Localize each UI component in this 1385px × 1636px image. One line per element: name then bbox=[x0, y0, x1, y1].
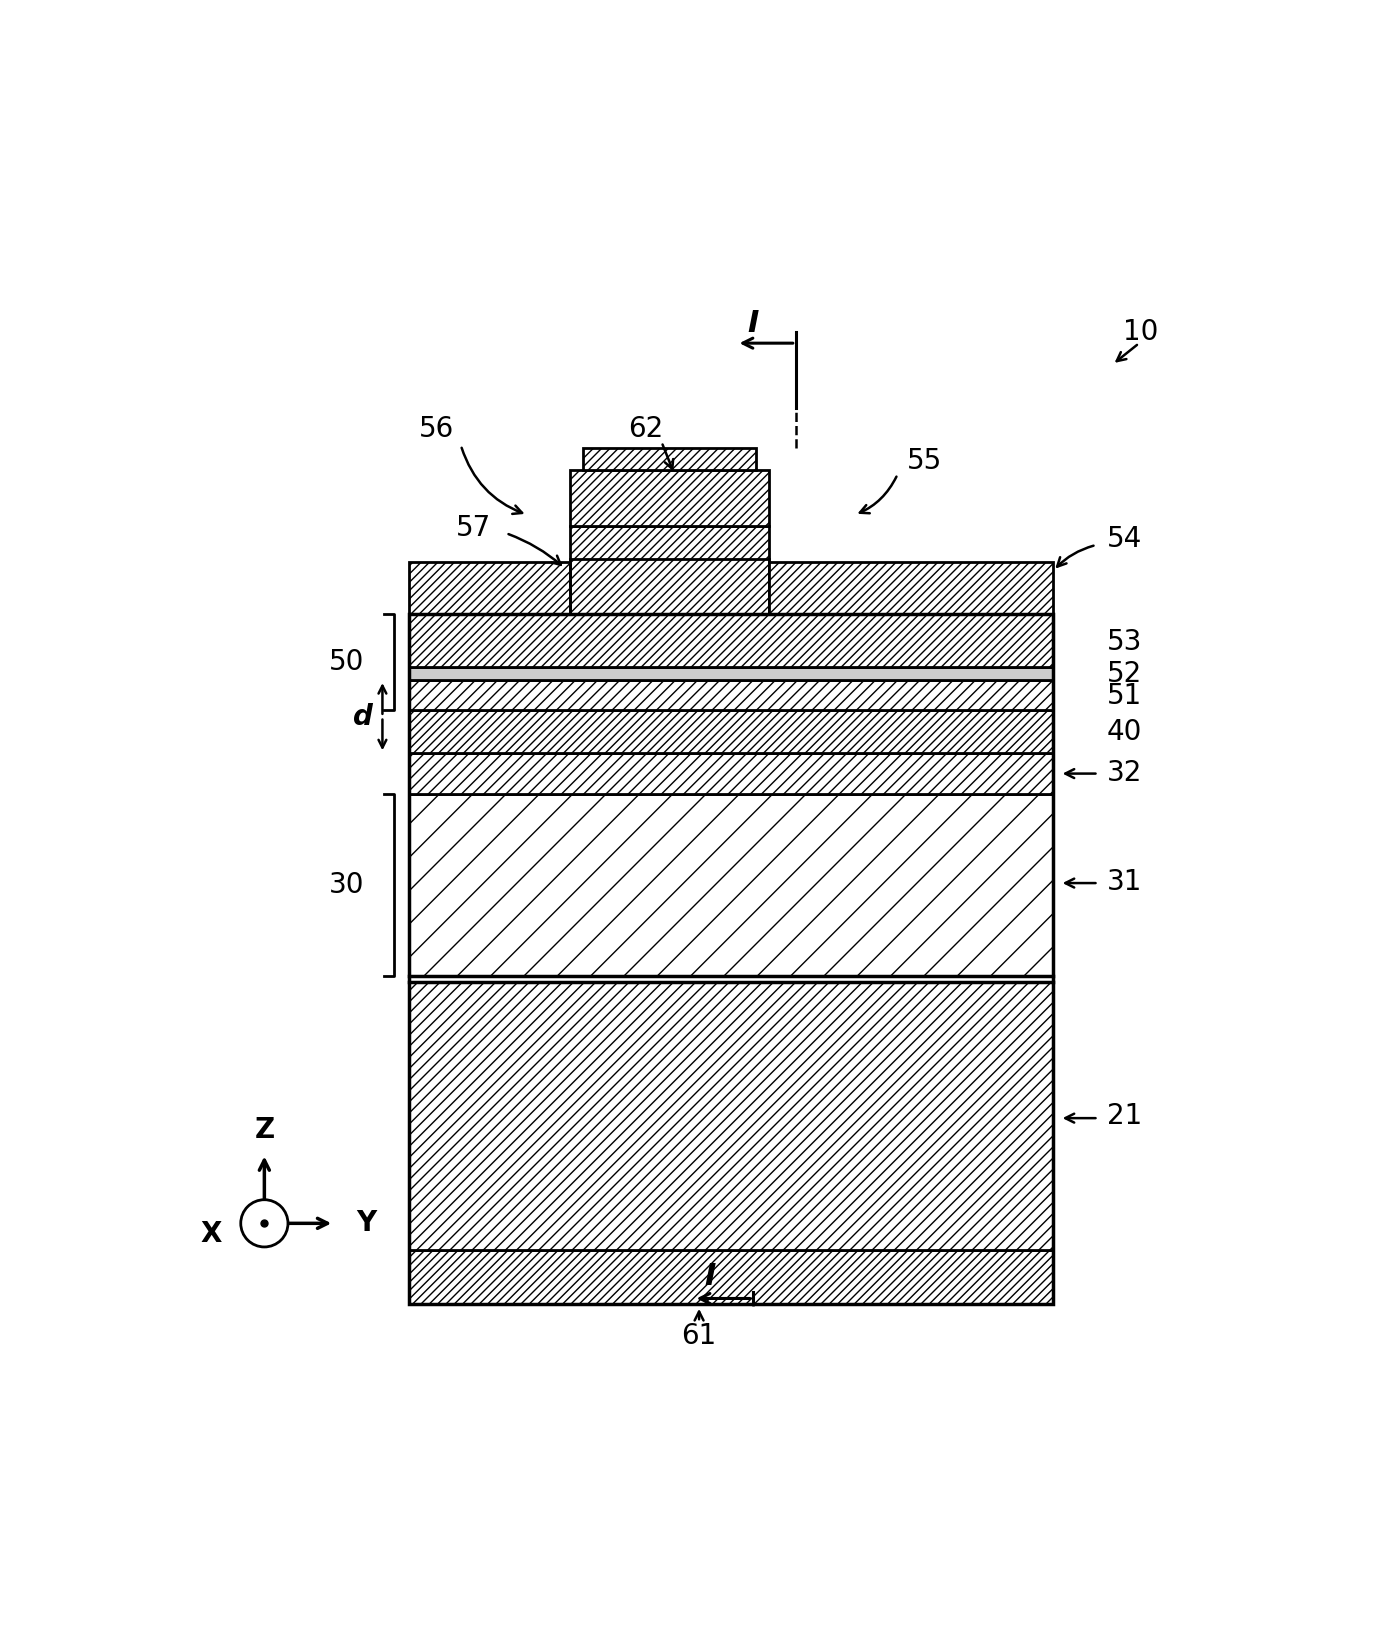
Text: I: I bbox=[747, 309, 759, 339]
Text: 61: 61 bbox=[681, 1322, 716, 1350]
Bar bbox=[410, 563, 571, 614]
Bar bbox=[410, 614, 1053, 1304]
Bar bbox=[410, 710, 1053, 753]
Text: 32: 32 bbox=[1107, 759, 1143, 787]
Text: 57: 57 bbox=[456, 514, 492, 542]
Text: 54: 54 bbox=[1107, 525, 1143, 553]
Text: 10: 10 bbox=[1123, 319, 1158, 347]
Text: d: d bbox=[353, 703, 373, 731]
Bar bbox=[410, 681, 1053, 710]
Bar bbox=[571, 470, 769, 525]
Text: 55: 55 bbox=[907, 447, 942, 474]
Text: 56: 56 bbox=[418, 416, 454, 443]
Text: 21: 21 bbox=[1107, 1103, 1143, 1130]
Text: 51: 51 bbox=[1107, 682, 1143, 710]
Text: 50: 50 bbox=[328, 648, 364, 676]
Text: 52: 52 bbox=[1107, 659, 1143, 687]
Bar bbox=[410, 982, 1053, 1250]
Bar bbox=[410, 753, 1053, 793]
Text: I: I bbox=[704, 1263, 716, 1291]
Text: X: X bbox=[199, 1220, 222, 1248]
Bar bbox=[410, 793, 1053, 977]
Text: 30: 30 bbox=[328, 872, 364, 900]
Bar bbox=[571, 525, 769, 614]
Text: 53: 53 bbox=[1107, 628, 1143, 656]
Text: 40: 40 bbox=[1107, 718, 1143, 746]
Bar bbox=[583, 448, 756, 470]
Text: Y: Y bbox=[356, 1209, 377, 1237]
Text: Z: Z bbox=[255, 1116, 274, 1144]
Bar bbox=[769, 563, 1053, 614]
Bar bbox=[410, 667, 1053, 681]
Bar bbox=[410, 614, 1053, 667]
Circle shape bbox=[241, 1199, 288, 1247]
Text: 62: 62 bbox=[627, 416, 663, 443]
Bar bbox=[410, 1250, 1053, 1304]
Text: 31: 31 bbox=[1107, 869, 1143, 897]
